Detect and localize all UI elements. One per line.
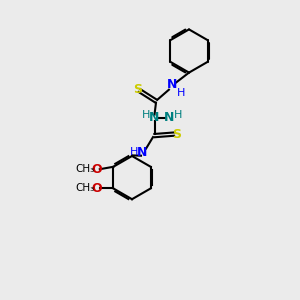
Text: S: S xyxy=(134,82,142,96)
Text: S: S xyxy=(172,128,181,141)
Text: O: O xyxy=(92,163,102,176)
Text: N: N xyxy=(164,111,175,124)
Text: N: N xyxy=(137,146,148,159)
Text: CH₃: CH₃ xyxy=(76,164,95,174)
Text: CH₃: CH₃ xyxy=(76,183,95,193)
Text: H: H xyxy=(177,88,185,98)
Text: N: N xyxy=(167,78,178,91)
Text: H: H xyxy=(130,147,138,157)
Text: H: H xyxy=(174,110,182,120)
Text: N: N xyxy=(149,111,160,124)
Text: O: O xyxy=(92,182,102,195)
Text: H: H xyxy=(142,110,150,120)
